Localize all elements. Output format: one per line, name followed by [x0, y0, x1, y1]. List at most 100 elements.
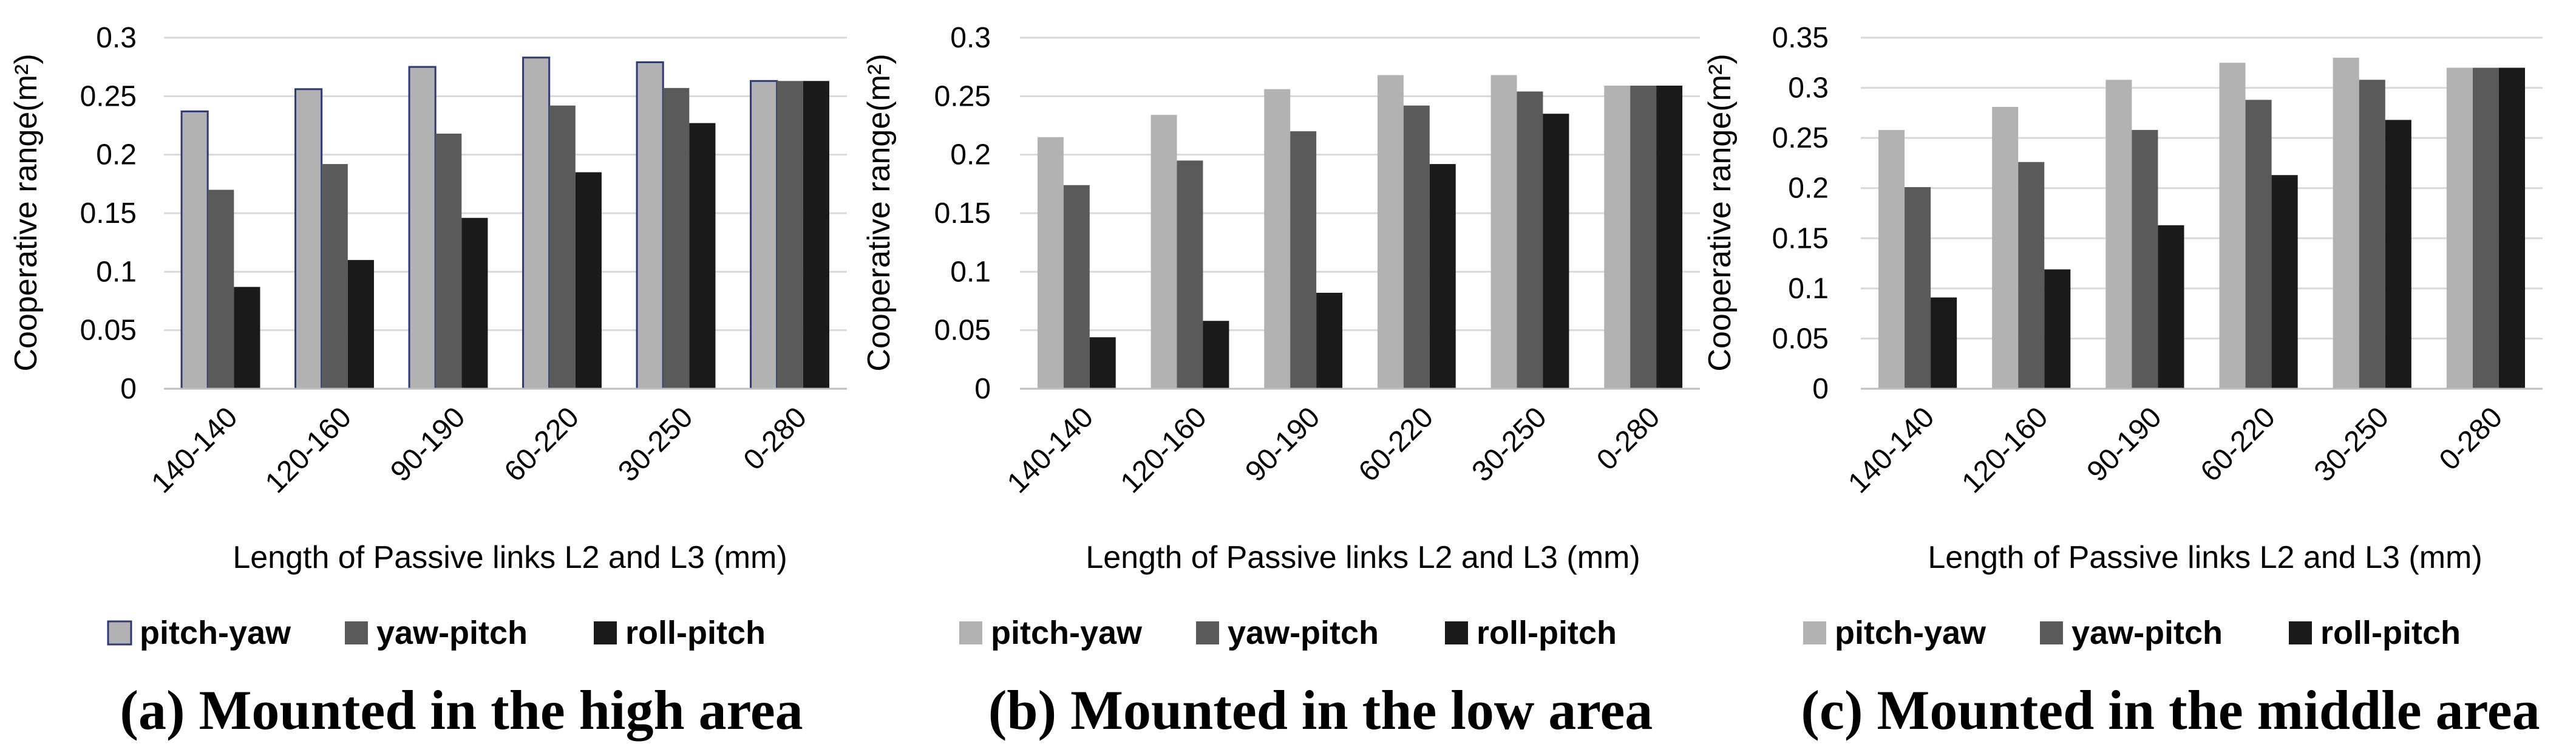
y-tick-label: 0.25 — [80, 80, 137, 112]
legend-label-roll-pitch: roll-pitch — [625, 615, 766, 651]
legend-swatch-roll-pitch — [1445, 621, 1468, 644]
bar-yaw-pitch-60-220 — [549, 105, 576, 389]
y-tick-label: 0.15 — [1772, 222, 1829, 255]
bar-yaw-pitch-90-190 — [2132, 129, 2158, 389]
x-tick-label: 60-220 — [498, 401, 585, 488]
y-tick-label: 0.3 — [950, 22, 991, 54]
x-tick-label: 90-190 — [2081, 401, 2168, 488]
x-tick-label: 0-280 — [738, 401, 813, 476]
x-tick-label: 90-190 — [384, 401, 471, 488]
y-axis-title: Cooperative range(m²) — [1702, 53, 1738, 371]
y-tick-label: 0.1 — [96, 256, 137, 288]
y-tick-label: 0 — [120, 373, 137, 405]
bar-yaw-pitch-60-220 — [1403, 105, 1430, 389]
bar-pitch-yaw-90-190 — [1264, 89, 1291, 389]
x-tick-label: 30-250 — [612, 401, 699, 488]
bar-pitch-yaw-140-140 — [1037, 137, 1064, 389]
bar-roll-pitch-0-280 — [1656, 85, 1683, 389]
chart-panel-3: 0 0.05 0.1 0.15 0.2 0.25 0.3 0.35 140-140 120-160… — [1702, 22, 2543, 741]
bar-roll-pitch-30-250 — [1543, 114, 1569, 389]
bar-roll-pitch-90-190 — [461, 217, 488, 389]
x-tick-label: 120-160 — [1115, 401, 1213, 499]
x-tick-label: 60-220 — [2195, 401, 2282, 488]
y-tick-label: 0.2 — [950, 139, 991, 171]
bar-yaw-pitch-140-140 — [1905, 187, 1931, 389]
legend-label-yaw-pitch: yaw-pitch — [2071, 615, 2223, 651]
y-tick-label: 0 — [1812, 373, 1829, 405]
bar-pitch-yaw-60-220 — [1377, 75, 1404, 389]
y-tick-label: 0.25 — [934, 80, 991, 112]
bar-roll-pitch-120-160 — [347, 260, 374, 389]
y-tick-label: 0.05 — [1772, 323, 1829, 355]
bar-roll-pitch-120-160 — [1203, 321, 1229, 389]
bar-pitch-yaw-0-280 — [2446, 67, 2473, 389]
bar-pitch-yaw-60-220 — [522, 56, 551, 390]
legend-swatch-yaw-pitch — [345, 621, 368, 644]
legend: pitch-yaw yaw-pitch roll-pitch — [107, 615, 766, 651]
bar-pitch-yaw-140-140 — [180, 110, 209, 390]
bar-roll-pitch-140-140 — [234, 287, 260, 389]
y-axis-title: Cooperative range(m²) — [861, 53, 897, 371]
bar-pitch-yaw-140-140 — [1878, 129, 1905, 389]
bar-yaw-pitch-120-160 — [321, 164, 348, 389]
legend-label-roll-pitch: roll-pitch — [2320, 615, 2461, 651]
bar-roll-pitch-30-250 — [2385, 120, 2411, 389]
x-tick-label: 140-140 — [1842, 401, 1940, 499]
legend-label-pitch-yaw: pitch-yaw — [991, 615, 1143, 651]
legend-swatch-pitch-yaw — [1803, 621, 1826, 644]
x-axis-title: Length of Passive links L2 and L3 (mm) — [1928, 540, 2482, 575]
panel-caption: (a) Mounted in the high area — [120, 679, 803, 741]
x-tick-label: 140-140 — [1001, 401, 1099, 499]
bar-pitch-yaw-90-190 — [408, 66, 437, 390]
bar-roll-pitch-60-220 — [575, 172, 602, 389]
bar-pitch-yaw-30-250 — [1490, 75, 1517, 389]
bar-roll-pitch-60-220 — [1429, 164, 1456, 389]
y-tick-label: 0 — [974, 373, 991, 405]
bar-pitch-yaw-120-160 — [1150, 115, 1177, 389]
y-tick-label: 0.05 — [80, 315, 137, 347]
x-tick-label: 90-190 — [1239, 401, 1326, 488]
chart-panel-1: 0 0.05 0.1 0.15 0.2 0.25 0.3 140-140 120-160 90-1… — [8, 22, 847, 741]
y-tick-label: 0.15 — [80, 197, 137, 230]
bar-yaw-pitch-120-160 — [1177, 160, 1203, 389]
bar-yaw-pitch-140-140 — [1063, 185, 1090, 389]
legend-swatch-pitch-yaw — [959, 621, 982, 644]
y-tick-label: 0.05 — [934, 315, 991, 347]
bar-pitch-yaw-60-220 — [2219, 63, 2246, 389]
bar-pitch-yaw-90-190 — [2105, 80, 2132, 389]
bar-roll-pitch-30-250 — [689, 123, 716, 389]
bar-yaw-pitch-90-190 — [1290, 131, 1317, 389]
y-tick-label: 0.3 — [96, 22, 137, 54]
bar-pitch-yaw-0-280 — [1604, 85, 1631, 389]
bar-roll-pitch-90-190 — [1316, 293, 1343, 389]
bar-yaw-pitch-90-190 — [435, 133, 462, 389]
bar-roll-pitch-140-140 — [1089, 337, 1116, 389]
bar-yaw-pitch-0-280 — [1630, 85, 1657, 389]
x-tick-label: 30-250 — [2308, 401, 2395, 488]
y-tick-label: 0.25 — [1772, 122, 1829, 154]
chart-panel-2: 0 0.05 0.1 0.15 0.2 0.25 0.3 140-140 120-160 90-1… — [861, 22, 1700, 741]
bar-yaw-pitch-120-160 — [2018, 162, 2045, 389]
x-tick-label: 140-140 — [145, 401, 243, 499]
bar-pitch-yaw-120-160 — [294, 88, 323, 390]
legend-swatch-roll-pitch — [594, 621, 617, 644]
y-tick-label: 0.15 — [934, 197, 991, 230]
y-tick-label: 0.1 — [1788, 273, 1829, 305]
y-tick-label: 0.1 — [950, 256, 991, 288]
x-tick-label: 120-160 — [1956, 401, 2054, 499]
bar-roll-pitch-90-190 — [2158, 225, 2184, 389]
x-tick-label: 60-220 — [1353, 401, 1439, 488]
x-tick-label: 120-160 — [259, 401, 358, 499]
x-axis-title: Length of Passive links L2 and L3 (mm) — [1086, 540, 1640, 575]
bar-pitch-yaw-30-250 — [636, 61, 664, 390]
bar-roll-pitch-0-280 — [803, 81, 829, 389]
bar-yaw-pitch-60-220 — [2245, 100, 2272, 389]
x-axis-title: Length of Passive links L2 and L3 (mm) — [233, 540, 787, 575]
bar-pitch-yaw-30-250 — [2333, 58, 2359, 389]
legend-swatch-pitch-yaw — [107, 620, 132, 646]
bar-roll-pitch-140-140 — [1931, 297, 1957, 389]
bar-roll-pitch-0-280 — [2498, 67, 2525, 389]
y-tick-label: 0.2 — [1788, 173, 1829, 205]
legend-label-yaw-pitch: yaw-pitch — [1228, 615, 1379, 651]
